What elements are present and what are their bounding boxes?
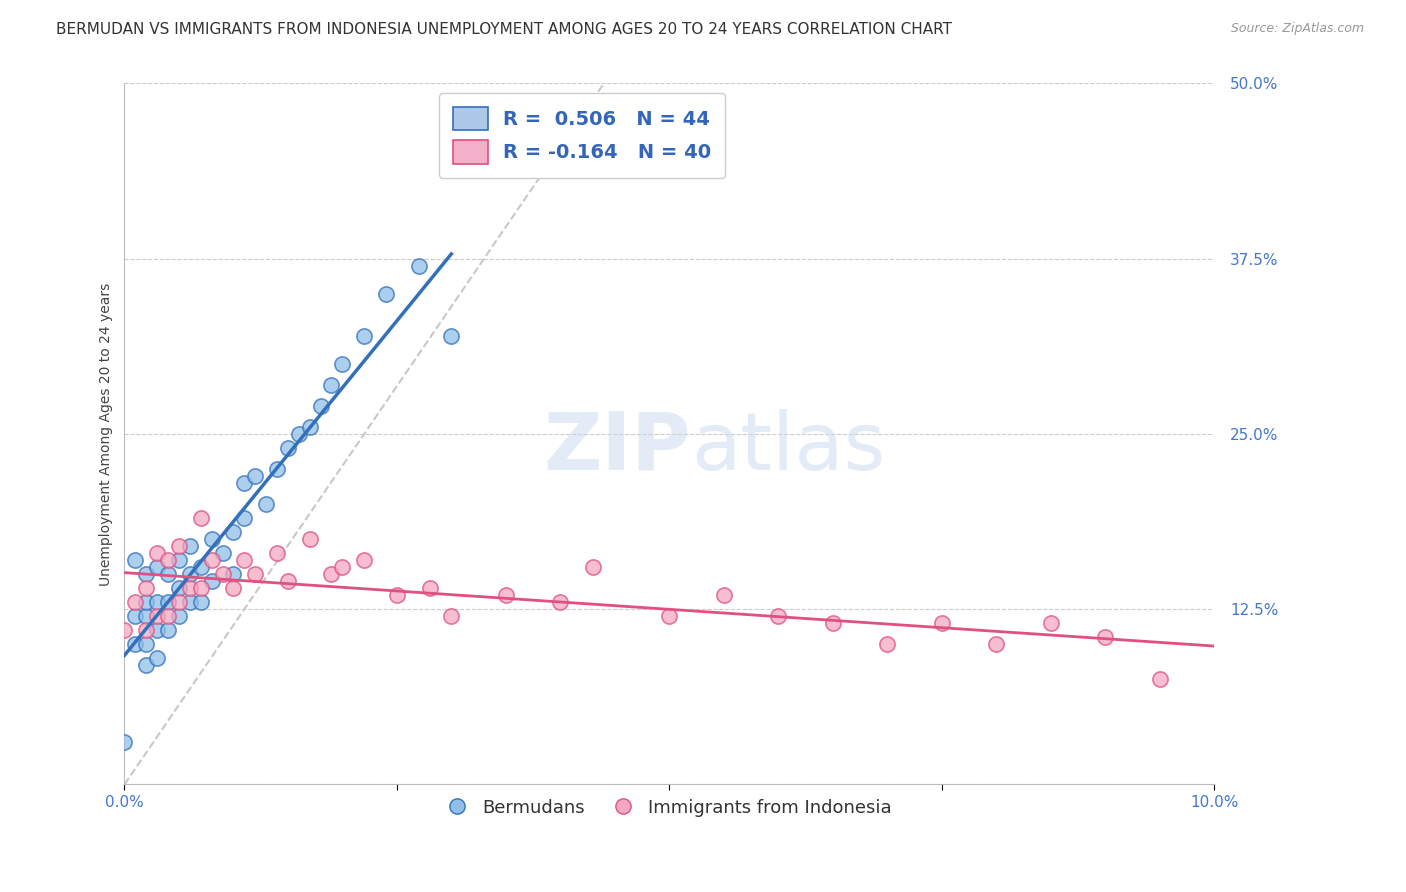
Point xyxy=(353,328,375,343)
Point xyxy=(222,581,245,595)
Point xyxy=(309,399,332,413)
Point xyxy=(179,539,201,553)
Point xyxy=(190,560,212,574)
Point xyxy=(201,532,224,546)
Point xyxy=(658,609,681,624)
Point xyxy=(766,609,789,624)
Point xyxy=(146,595,169,609)
Point xyxy=(190,511,212,525)
Point xyxy=(135,567,157,582)
Point xyxy=(385,588,408,602)
Point xyxy=(146,624,169,638)
Point xyxy=(233,553,256,567)
Point xyxy=(167,595,190,609)
Point xyxy=(550,595,572,609)
Point xyxy=(254,497,277,511)
Point xyxy=(1039,616,1062,631)
Point xyxy=(375,286,398,301)
Point xyxy=(211,546,233,560)
Point xyxy=(190,581,212,595)
Point xyxy=(135,609,157,624)
Point xyxy=(201,553,224,567)
Point xyxy=(298,420,321,434)
Point xyxy=(353,553,375,567)
Point xyxy=(179,567,201,582)
Point xyxy=(179,595,201,609)
Point xyxy=(495,588,517,602)
Point xyxy=(135,624,157,638)
Point xyxy=(408,259,430,273)
Point xyxy=(245,469,267,483)
Point xyxy=(157,553,180,567)
Point xyxy=(222,524,245,539)
Text: BERMUDAN VS IMMIGRANTS FROM INDONESIA UNEMPLOYMENT AMONG AGES 20 TO 24 YEARS COR: BERMUDAN VS IMMIGRANTS FROM INDONESIA UN… xyxy=(56,22,952,37)
Point xyxy=(167,581,190,595)
Point xyxy=(332,357,354,371)
Point xyxy=(167,609,190,624)
Point xyxy=(266,462,288,476)
Point xyxy=(146,609,169,624)
Point xyxy=(440,609,463,624)
Point xyxy=(201,574,224,589)
Point xyxy=(157,624,180,638)
Point xyxy=(146,546,169,560)
Point xyxy=(114,624,136,638)
Point xyxy=(245,567,267,582)
Text: ZIP: ZIP xyxy=(544,409,692,487)
Point xyxy=(931,616,953,631)
Point xyxy=(288,426,311,441)
Point xyxy=(114,735,136,749)
Point xyxy=(713,588,735,602)
Point xyxy=(233,475,256,490)
Point xyxy=(135,595,157,609)
Point xyxy=(157,567,180,582)
Text: atlas: atlas xyxy=(692,409,886,487)
Point xyxy=(167,553,190,567)
Legend: Bermudans, Immigrants from Indonesia: Bermudans, Immigrants from Indonesia xyxy=(439,790,900,824)
Point xyxy=(135,581,157,595)
Point xyxy=(146,651,169,665)
Point xyxy=(321,567,343,582)
Point xyxy=(277,574,299,589)
Point xyxy=(233,511,256,525)
Point xyxy=(124,595,146,609)
Point xyxy=(321,377,343,392)
Point xyxy=(821,616,844,631)
Point xyxy=(277,441,299,455)
Point xyxy=(135,658,157,673)
Point xyxy=(332,560,354,574)
Point xyxy=(1094,630,1116,644)
Y-axis label: Unemployment Among Ages 20 to 24 years: Unemployment Among Ages 20 to 24 years xyxy=(100,282,114,585)
Point xyxy=(298,532,321,546)
Point xyxy=(266,546,288,560)
Point xyxy=(190,595,212,609)
Point xyxy=(876,637,898,651)
Point xyxy=(124,609,146,624)
Point xyxy=(157,595,180,609)
Point xyxy=(157,609,180,624)
Point xyxy=(440,328,463,343)
Point xyxy=(582,560,605,574)
Point xyxy=(146,560,169,574)
Text: Source: ZipAtlas.com: Source: ZipAtlas.com xyxy=(1230,22,1364,36)
Point xyxy=(211,567,233,582)
Point xyxy=(222,567,245,582)
Point xyxy=(167,539,190,553)
Point xyxy=(124,637,146,651)
Point xyxy=(179,581,201,595)
Point xyxy=(135,637,157,651)
Point xyxy=(1149,673,1171,687)
Point xyxy=(984,637,1007,651)
Point xyxy=(124,553,146,567)
Point xyxy=(419,581,441,595)
